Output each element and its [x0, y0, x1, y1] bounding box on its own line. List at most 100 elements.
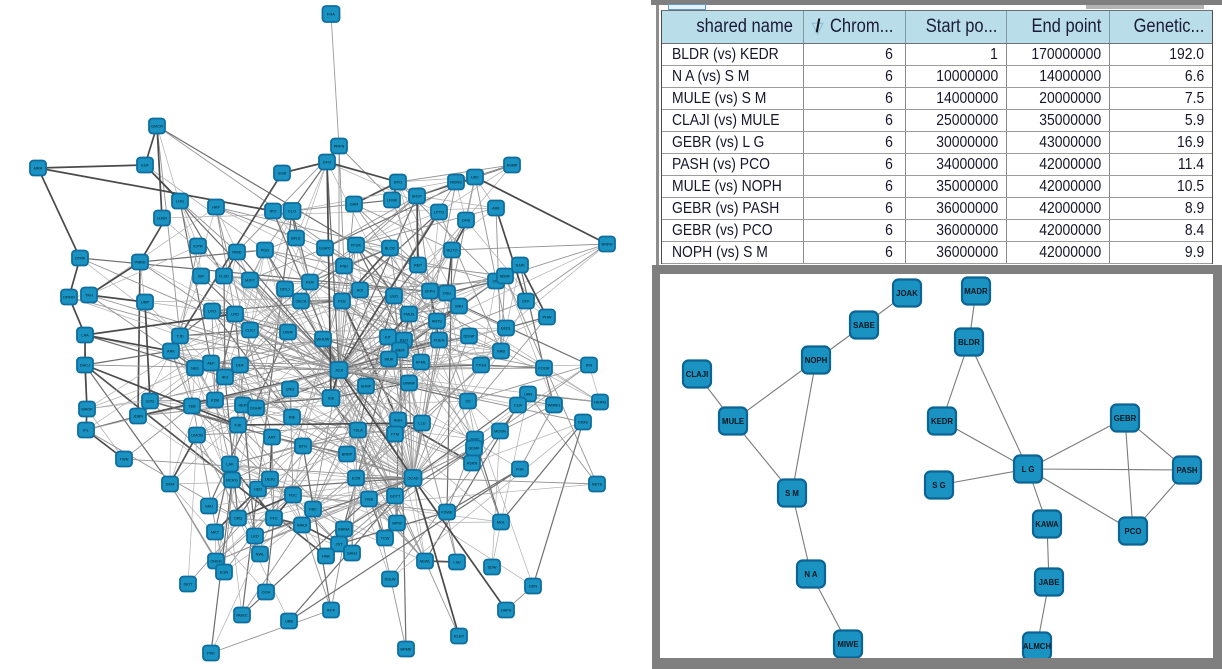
svg-text:IFFF: IFFF — [327, 608, 336, 613]
svg-text:OIH: OIH — [493, 279, 500, 284]
svg-text:ARK: ARK — [167, 349, 175, 354]
svg-text:AEF: AEF — [207, 361, 215, 366]
svg-text:EOB: EOB — [352, 476, 361, 481]
svg-text:BLOD: BLOD — [385, 246, 396, 251]
svg-text:LPTO: LPTO — [434, 210, 444, 215]
svg-text:PDG: PDG — [261, 248, 269, 253]
svg-text:HERM: HERM — [594, 400, 605, 405]
svg-text:DFO: DFO — [323, 160, 331, 165]
svg-text:DKM: DKM — [166, 482, 175, 487]
svg-text:GDTT: GDTT — [390, 494, 401, 499]
svg-text:FTM: FTM — [391, 432, 399, 437]
svg-text:BTG: BTG — [299, 444, 307, 449]
svg-text:OWIF: OWIF — [283, 330, 294, 335]
svg-text:FFC: FFC — [270, 516, 278, 521]
svg-text:BLDR: BLDR — [958, 338, 980, 347]
svg-text:KFML: KFML — [416, 360, 427, 365]
svg-text:SHNP: SHNP — [361, 384, 372, 389]
svg-text:RIE: RIE — [289, 415, 296, 420]
svg-text:ART: ART — [268, 435, 276, 440]
svg-text:GEBR: GEBR — [1114, 414, 1137, 423]
svg-text:BNFM: BNFM — [601, 242, 612, 247]
svg-text:KAWA: KAWA — [1035, 520, 1059, 529]
svg-text:RUK: RUK — [306, 280, 315, 285]
svg-text:AGH: AGH — [394, 418, 403, 423]
svg-text:BRRP: BRRP — [342, 452, 353, 457]
svg-text:PCO: PCO — [1125, 527, 1142, 536]
svg-text:ISP: ISP — [198, 274, 205, 279]
svg-text:PASH: PASH — [1176, 466, 1197, 475]
svg-text:IFN: IFN — [586, 363, 592, 368]
svg-text:MULE: MULE — [722, 417, 744, 426]
svg-text:SNH: SNH — [455, 304, 463, 309]
svg-text:NOPH: NOPH — [805, 356, 828, 365]
svg-text:FFUK: FFUK — [351, 243, 362, 248]
svg-text:DHCJ: DHCJ — [80, 363, 90, 368]
svg-text:EUF: EUF — [141, 163, 149, 168]
svg-text:TKH: TKH — [85, 293, 93, 298]
svg-text:IGE: IGE — [328, 396, 335, 401]
svg-text:REP: REP — [414, 263, 422, 268]
svg-text:URP: URP — [141, 300, 150, 305]
svg-text:WUK: WUK — [384, 357, 393, 362]
svg-text:OOA: OOA — [262, 590, 271, 595]
svg-text:CUA: CUA — [514, 403, 523, 408]
svg-text:OTRF: OTRF — [75, 256, 86, 261]
svg-text:NEE: NEE — [191, 366, 199, 371]
svg-text:ISOT: ISOT — [183, 582, 193, 587]
svg-text:MIWE: MIWE — [837, 640, 858, 649]
svg-text:OCAD: OCAD — [407, 476, 418, 481]
svg-text:WMNG: WMNG — [548, 403, 561, 408]
svg-text:LFMK: LFMK — [387, 198, 398, 203]
svg-text:FMUS: FMUS — [403, 312, 414, 317]
svg-text:RWD: RWD — [232, 250, 241, 255]
svg-text:GWMF: GWMF — [403, 381, 416, 386]
svg-text:BFLE: BFLE — [291, 236, 301, 241]
svg-text:IKG: IKG — [222, 375, 229, 380]
svg-text:KDB: KDB — [211, 398, 219, 403]
svg-text:MUEC: MUEC — [236, 613, 248, 618]
svg-text:SAHJ: SAHJ — [347, 551, 357, 556]
svg-text:ASKN: ASKN — [467, 461, 478, 466]
svg-text:PKK: PKK — [207, 651, 215, 656]
svg-text:SABE: SABE — [853, 321, 875, 330]
svg-text:FOOR: FOOR — [538, 366, 549, 371]
svg-text:PMMJ: PMMJ — [134, 260, 145, 265]
svg-text:SGLW: SGLW — [384, 577, 395, 582]
svg-text:GMJ: GMJ — [205, 504, 213, 509]
svg-text:FHA: FHA — [327, 12, 335, 17]
svg-text:LAA: LAA — [81, 333, 89, 338]
svg-text:WAUI: WAUI — [297, 523, 307, 528]
svg-text:UKK: UKK — [471, 175, 479, 180]
svg-text:SJJK: SJJK — [515, 263, 524, 268]
svg-text:NDRF: NDRF — [500, 274, 511, 279]
svg-text:MPW: MPW — [392, 521, 402, 526]
svg-text:LLU: LLU — [418, 421, 425, 426]
svg-text:UBB: UBB — [285, 619, 293, 624]
svg-text:AEWL: AEWL — [419, 559, 431, 564]
svg-text:IOMS: IOMS — [578, 420, 588, 425]
svg-text:NAB: NAB — [497, 349, 505, 354]
svg-text:HKF: HKF — [212, 205, 220, 210]
svg-text:UFPG: UFPG — [425, 289, 436, 294]
svg-text:KEO: KEO — [400, 338, 408, 343]
svg-text:SHST: SHST — [412, 194, 423, 199]
svg-text:UUD: UUD — [390, 294, 399, 299]
svg-text:WHUW: WHUW — [317, 337, 330, 342]
svg-text:DPLJ: DPLJ — [280, 287, 290, 292]
svg-text:MEM: MEM — [395, 348, 404, 353]
svg-text:TSLA: TSLA — [353, 428, 363, 433]
svg-text:UUJU: UUJU — [265, 477, 276, 482]
svg-text:UTO: UTO — [208, 309, 216, 314]
svg-text:PND: PND — [340, 264, 348, 269]
svg-text:HUTO: HUTO — [447, 248, 458, 253]
svg-text:DPMO: DPMO — [63, 295, 75, 300]
svg-text:LRD: LRD — [231, 312, 239, 317]
svg-text:ICPR: ICPR — [193, 244, 202, 249]
svg-text:ORU: ORU — [234, 516, 243, 521]
svg-text:MANA: MANA — [338, 527, 350, 532]
svg-text:MRA: MRA — [34, 166, 43, 171]
svg-text:PHW: PHW — [542, 315, 551, 320]
svg-text:TCW: TCW — [381, 536, 390, 541]
svg-text:GJWI: GJWI — [157, 216, 167, 221]
